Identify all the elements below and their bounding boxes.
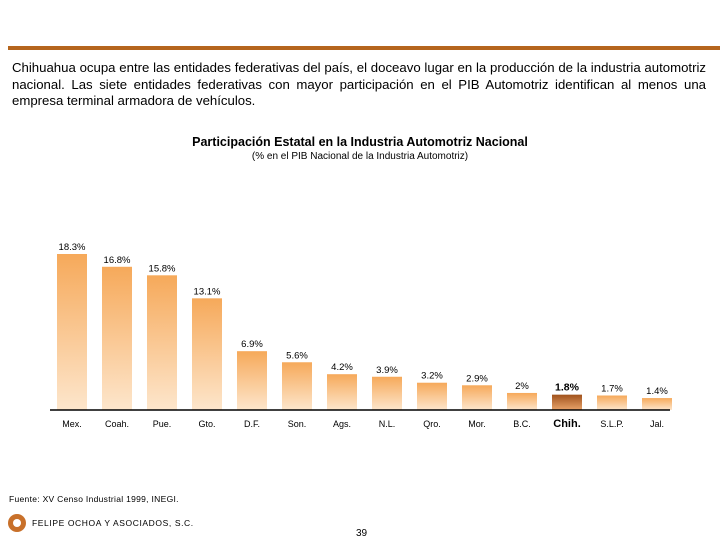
value-label: 3.9% (376, 365, 398, 376)
logo-center-dot (13, 519, 21, 527)
bar-mor (462, 385, 492, 410)
value-label: 1.7% (601, 384, 623, 395)
value-label: 2% (515, 381, 529, 392)
x-tick-label: N.L. (379, 419, 396, 429)
value-label: 5.6% (286, 350, 308, 361)
company-logo (8, 514, 26, 532)
bar-qro (417, 382, 447, 410)
x-tick-label: Son. (288, 419, 307, 429)
bar-nl (372, 376, 402, 410)
x-tick-label: Mor. (468, 419, 486, 429)
bar-slp (597, 395, 627, 410)
x-tick-label: Ags. (333, 419, 351, 429)
value-label: 1.4% (646, 386, 668, 397)
value-label: 2.9% (466, 373, 488, 384)
bar-chih (552, 394, 582, 410)
x-tick-label: Chih. (553, 418, 581, 430)
value-label: 15.8% (149, 263, 176, 274)
page-number: 39 (356, 528, 368, 539)
value-label: 6.9% (241, 339, 263, 350)
x-tick-label: S.L.P. (600, 419, 623, 429)
value-label: 13.1% (194, 286, 221, 297)
value-label: 4.2% (331, 362, 353, 373)
bar-ags (327, 374, 357, 410)
x-tick-label: D.F. (244, 419, 260, 429)
bar-df (237, 351, 267, 410)
x-tick-label: Jal. (650, 419, 664, 429)
chart-subtitle: (% en el PIB Nacional de la Industria Au… (251, 151, 469, 162)
bar-gto (192, 298, 222, 410)
bar-coah (102, 266, 132, 410)
value-label: 3.2% (421, 371, 443, 382)
x-tick-label: Gto. (198, 419, 215, 429)
value-label: 1.8% (555, 382, 580, 394)
value-label: 18.3% (59, 242, 86, 253)
x-tick-label: Pue. (153, 419, 172, 429)
top-accent-rule (8, 46, 720, 50)
intro-paragraph: Chihuahua ocupa entre las entidades fede… (12, 60, 706, 108)
x-tick-label: Mex. (62, 419, 82, 429)
x-tick-label: Qro. (423, 419, 441, 429)
source-note: Fuente: XV Censo Industrial 1999, INEGI. (9, 494, 179, 504)
bar-jal (642, 398, 672, 410)
value-label: 16.8% (104, 255, 131, 266)
bar-mex (57, 254, 87, 410)
bar-son (282, 362, 312, 410)
x-tick-label: Coah. (105, 419, 129, 429)
chart-title: Participación Estatal en la Industria Au… (192, 135, 528, 149)
x-tick-label: B.C. (513, 419, 531, 429)
company-name: FELIPE OCHOA Y ASOCIADOS, S.C. (32, 518, 194, 528)
bar-pue (147, 275, 177, 410)
bar-bc (507, 392, 537, 410)
